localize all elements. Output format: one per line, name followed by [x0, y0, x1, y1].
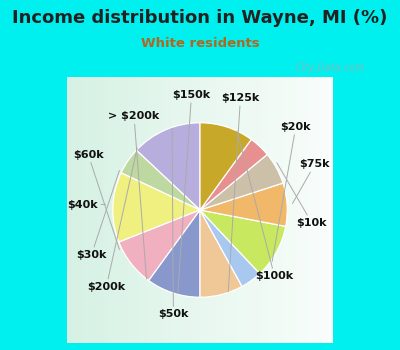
Wedge shape	[113, 173, 200, 242]
Text: $75k: $75k	[292, 159, 330, 204]
Text: Income distribution in Wayne, MI (%): Income distribution in Wayne, MI (%)	[12, 9, 388, 27]
Wedge shape	[200, 183, 287, 226]
Text: $100k: $100k	[237, 131, 294, 281]
Wedge shape	[119, 210, 200, 281]
Text: City-Data.com: City-Data.com	[295, 63, 365, 73]
Wedge shape	[200, 139, 267, 210]
Wedge shape	[121, 150, 200, 210]
Text: > $200k: > $200k	[108, 111, 160, 279]
Text: $150k: $150k	[172, 90, 210, 293]
Text: $10k: $10k	[277, 163, 327, 228]
Wedge shape	[200, 210, 286, 274]
Wedge shape	[200, 123, 251, 210]
Wedge shape	[136, 123, 200, 210]
Wedge shape	[200, 154, 283, 210]
Wedge shape	[200, 210, 260, 286]
Text: $125k: $125k	[221, 93, 260, 292]
Text: $50k: $50k	[158, 128, 188, 319]
Text: White residents: White residents	[141, 37, 259, 50]
Wedge shape	[200, 210, 242, 297]
Text: $200k: $200k	[87, 148, 137, 292]
Text: $20k: $20k	[272, 122, 311, 261]
Wedge shape	[149, 210, 200, 297]
Text: $60k: $60k	[73, 150, 120, 250]
Text: $30k: $30k	[76, 170, 120, 260]
Text: $40k: $40k	[68, 200, 106, 210]
